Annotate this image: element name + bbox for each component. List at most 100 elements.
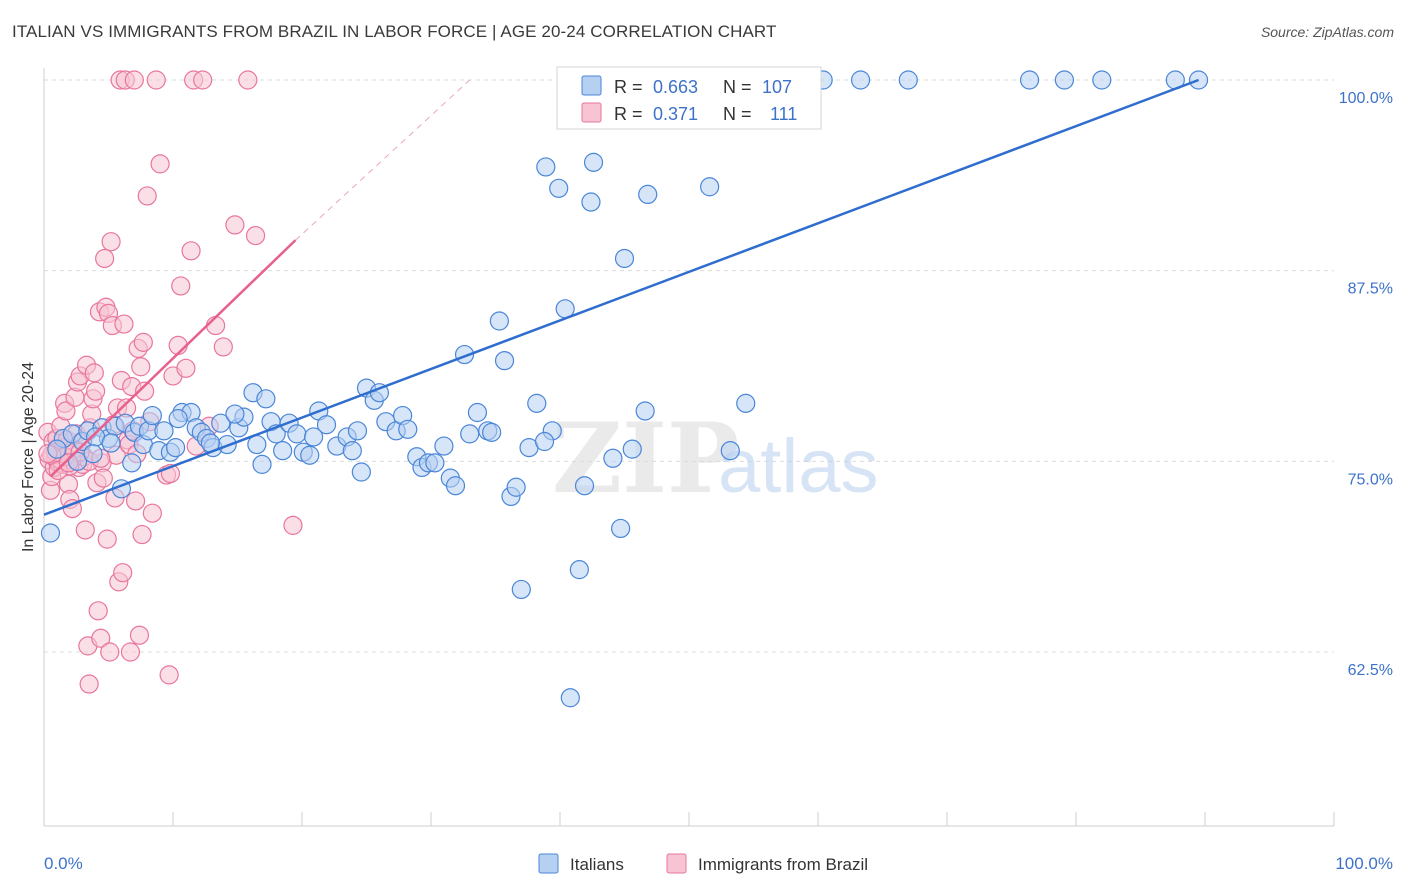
brazil-point [213,337,233,357]
italian-point [168,409,188,429]
italian-point [287,424,307,444]
brazil-point [238,70,258,90]
brazil-point [97,529,117,549]
chart-title: ITALIAN VS IMMIGRANTS FROM BRAZIL IN LAB… [12,22,777,41]
italian-point [549,178,569,198]
italians-r-label: R = [614,77,643,97]
brazil-point [113,563,133,583]
italian-point [482,422,502,442]
italian-point [574,476,595,496]
italian-point [1054,70,1074,90]
italian-point [398,419,418,439]
italian-point [603,448,623,468]
italian-point [273,441,293,461]
y-tick-label: 62.5% [1348,662,1393,679]
source-label: Source: ZipAtlas.com [1260,24,1394,40]
italian-point [47,439,67,459]
brazil-point [133,332,153,352]
brazil-point [100,642,120,662]
brazil-n-value: 111 [770,104,797,124]
brazil-point [225,215,245,235]
brazil-trend-extension [295,79,471,241]
x-ticks [43,812,1335,826]
italian-point [83,444,103,464]
brazil-r-value: 0.371 [653,104,698,124]
brazil-point [132,524,152,545]
brazil-point [91,628,111,648]
italian-point [252,454,272,474]
italian-point [511,579,531,600]
y-tick-labels: 62.5% 75.0% 87.5% 100.0% [1339,90,1393,679]
watermark-zip: ZIP [552,402,739,515]
brazil-point [124,70,144,90]
italian-point [622,439,642,459]
italian-point [445,476,466,496]
brazil-point [171,276,191,296]
italian-point [898,70,918,90]
watermark: ZIP atlas [552,402,879,515]
italian-point [614,248,635,269]
brazil-swatch [581,102,602,123]
x-tick-label-max: 100.0% [1335,854,1393,873]
italian-point [583,152,604,172]
italian-point [560,688,580,708]
brazil-point [75,520,95,540]
y-tick-label: 100.0% [1339,90,1393,107]
italians-n-label: N = [723,77,752,97]
italian-point [211,413,231,433]
italian-point [434,436,454,456]
brazil-point [283,515,303,535]
brazil-point [245,225,266,246]
brazil-point [135,381,155,401]
italians-swatch [581,75,602,96]
italian-point [467,402,488,423]
italian-point [40,523,61,543]
italian-point [316,415,337,435]
watermark-atlas: atlas [718,424,879,509]
brazil-point [176,358,196,378]
italian-point [850,70,871,90]
brazil-point [137,186,157,206]
italian-point [101,433,121,453]
brazil-point [79,674,99,694]
italian-point [142,405,162,426]
brazil-point [120,642,141,662]
brazil-point [84,363,104,383]
y-axis-label: In Labor Force | Age 20-24 [20,362,37,552]
italian-point [736,393,756,413]
italian-point [1092,70,1112,90]
italian-point [351,462,371,482]
legend-brazil-label: Immigrants from Brazil [698,855,868,874]
italian-point [700,177,720,197]
brazil-points [38,70,303,694]
brazil-point [93,468,113,488]
italian-point [154,421,174,441]
brazil-point [142,503,162,523]
brazil-trend-line [49,239,297,478]
italian-point [534,431,555,452]
y-tick-label: 87.5% [1348,281,1393,298]
gridlines [44,79,1334,653]
brazil-point [205,315,226,336]
italian-point [256,389,276,409]
italian-point [67,451,88,471]
legend-italians-swatch [538,853,559,874]
italian-point [536,157,556,177]
legend-italians-label: Italians [570,855,624,874]
italian-point [165,438,186,458]
brazil-point [101,232,121,252]
x-tick-label-min: 0.0% [44,854,83,873]
italian-point [635,401,655,421]
stats-legend: R = 0.663 N = 107 R = 0.371 N = 111 [556,66,822,130]
italian-point [425,453,445,473]
brazil-point [159,665,179,685]
trend-lines [43,78,1199,516]
italian-point [460,424,480,444]
legend-brazil-swatch [666,853,687,874]
brazil-point [146,70,166,90]
italian-point [638,184,658,204]
italian-point [611,518,631,539]
italian-point [342,441,362,461]
italian-point [304,427,324,447]
brazil-n-label: N = [723,104,752,124]
